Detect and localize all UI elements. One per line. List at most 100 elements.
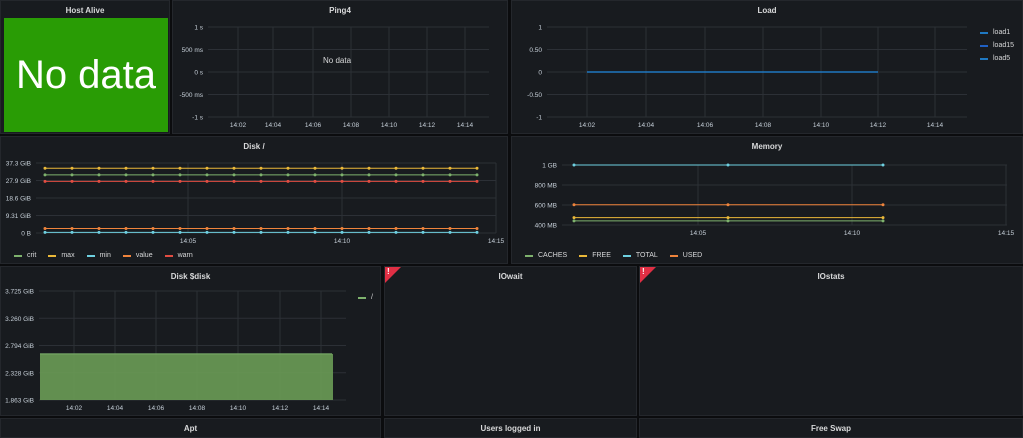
- panel-load[interactable]: Load 1 0.50 0 -0.50 -1 14:02 14:04 14:06 14:08 14…: [511, 0, 1023, 134]
- x-tick-label: 14:02: [66, 405, 83, 412]
- data-point-CACHES: [572, 219, 576, 223]
- y-tick-label: 0 B: [21, 231, 31, 238]
- alert-flag-icon[interactable]: [385, 267, 401, 283]
- legend-item-total[interactable]: TOTAL: [622, 252, 658, 259]
- alert-flag-icon[interactable]: [640, 267, 656, 283]
- x-tick-label: 14:05: [690, 230, 707, 237]
- legend-swatch: [579, 254, 588, 257]
- x-tick-label: 14:04: [265, 122, 282, 129]
- panel-title: Disk /: [243, 142, 265, 151]
- data-point-max: [124, 166, 128, 170]
- data-point-crit: [97, 173, 101, 177]
- data-point-min: [43, 230, 47, 234]
- data-point-max: [340, 166, 344, 170]
- legend-item-warn[interactable]: warn: [164, 252, 193, 259]
- x-tick-label: 14:02: [230, 122, 247, 129]
- legend-label: crit: [27, 252, 37, 259]
- legend-swatch: [164, 254, 173, 257]
- data-point-crit: [151, 173, 155, 177]
- data-point-min: [205, 230, 209, 234]
- data-point-FREE: [726, 216, 730, 220]
- data-point-value: [178, 226, 182, 230]
- panel-apt[interactable]: Apt: [0, 418, 381, 438]
- panel-users-logged-in[interactable]: Users logged in: [384, 418, 637, 438]
- x-tick-label: 14:06: [148, 405, 165, 412]
- data-point-value: [205, 226, 209, 230]
- y-tick-label: 500 ms: [182, 47, 204, 54]
- data-point-max: [178, 166, 182, 170]
- legend-item-min[interactable]: min: [86, 252, 111, 259]
- alert-exclamation-icon: !: [387, 267, 390, 276]
- data-point-value: [367, 226, 371, 230]
- legend-item-load5[interactable]: load5: [980, 55, 1010, 62]
- legend-item-value[interactable]: value: [122, 252, 153, 259]
- y-tick-label: 1: [538, 25, 542, 32]
- data-point-min: [232, 230, 236, 234]
- data-point-min: [259, 230, 263, 234]
- legend-swatch: [669, 254, 678, 257]
- panel-disk-root[interactable]: Disk / 37.3 GiB 27.9 GiB 18.6 GiB 9.31 GiB 0…: [0, 136, 508, 264]
- panel-ping4[interactable]: Ping4 1 s 500 ms 0 s -500 ms -1 s 14:02 14:04 1…: [172, 0, 508, 134]
- legend-item-free[interactable]: FREE: [579, 252, 611, 259]
- panel-title: Free Swap: [810, 424, 851, 433]
- data-point-value: [448, 226, 452, 230]
- legend-item-caches[interactable]: CACHES: [525, 252, 567, 259]
- data-point-max: [97, 166, 101, 170]
- legend-item-crit[interactable]: crit: [14, 252, 36, 259]
- panel-iostats[interactable]: ! IOstats: [639, 266, 1023, 416]
- data-point-FREE: [572, 216, 576, 220]
- panel-host-alive[interactable]: Host Alive No data: [0, 0, 170, 134]
- data-point-max: [286, 166, 290, 170]
- data-point-min: [97, 230, 101, 234]
- data-point-warn: [367, 179, 371, 183]
- data-point-warn: [259, 179, 263, 183]
- legend-label: load5: [993, 55, 1011, 62]
- legend-item-load1[interactable]: load1: [980, 29, 1010, 36]
- panel-iowait[interactable]: ! IOwait: [384, 266, 637, 416]
- data-point-value: [97, 226, 101, 230]
- y-tick-label: 1.863 GiB: [5, 398, 34, 405]
- panel-free-swap[interactable]: Free Swap: [639, 418, 1023, 438]
- data-point-max: [313, 166, 317, 170]
- y-tick-label: -500 ms: [180, 92, 204, 99]
- legend-item-load15[interactable]: load15: [980, 42, 1014, 49]
- data-point-warn: [43, 179, 47, 183]
- legend-swatch: [358, 296, 366, 299]
- y-tick-label: 2.794 GiB: [5, 343, 34, 350]
- y-tick-label: 800 MB: [535, 183, 557, 190]
- data-point-crit: [394, 173, 398, 177]
- x-tick-label: 14:14: [313, 405, 330, 412]
- data-point-min: [286, 230, 290, 234]
- legend: CACHES FREE TOTAL USED: [525, 252, 702, 259]
- panel-title: Host Alive: [65, 6, 105, 15]
- legend-item-root[interactable]: /: [358, 294, 373, 301]
- data-point-max: [205, 166, 209, 170]
- x-tick-label: 14:08: [189, 405, 206, 412]
- panel-memory[interactable]: Memory 1 GB 800 MB 600 MB 400 MB 14:05 14:10 1…: [511, 136, 1023, 264]
- data-point-crit: [367, 173, 371, 177]
- legend-swatch: [14, 254, 22, 257]
- x-tick-label: 14:10: [230, 405, 247, 412]
- x-tick-label: 14:15: [488, 238, 505, 245]
- x-tick-label: 14:10: [844, 230, 861, 237]
- data-point-min: [151, 230, 155, 234]
- x-tick-label: 14:04: [638, 122, 655, 129]
- legend: crit max min value warn: [14, 252, 193, 259]
- data-point-crit: [340, 173, 344, 177]
- data-point-max: [151, 166, 155, 170]
- x-tick-label: 14:14: [927, 122, 944, 129]
- panel-disk-var[interactable]: Disk $disk 3.725 GiB 3.260 GiB 2.794 GiB 2.…: [0, 266, 381, 416]
- data-point-max: [367, 166, 371, 170]
- legend-item-max[interactable]: max: [48, 252, 75, 259]
- data-point-value: [475, 226, 479, 230]
- y-tick-label: -0.50: [527, 92, 542, 99]
- x-tick-label: 14:06: [697, 122, 714, 129]
- legend-item-used[interactable]: USED: [669, 252, 702, 259]
- y-tick-label: 0.50: [529, 47, 542, 54]
- legend-label: CACHES: [538, 252, 568, 259]
- data-point-warn: [394, 179, 398, 183]
- legend-label: max: [61, 252, 75, 259]
- data-point-warn: [205, 179, 209, 183]
- data-point-value: [286, 226, 290, 230]
- data-point-max: [70, 166, 74, 170]
